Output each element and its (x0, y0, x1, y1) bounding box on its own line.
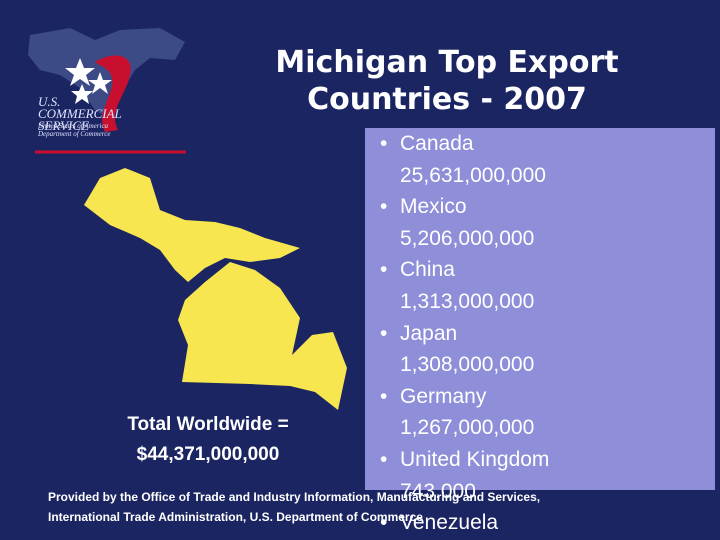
logo-star (65, 58, 95, 86)
source: International Trade Administration, U.S.… (48, 510, 423, 524)
logo-star (88, 72, 112, 94)
list-item: China 1,313,000,000 (380, 254, 720, 317)
total-value: $44,371,000,000 (136, 444, 280, 465)
total-label: Total Worldwide = (127, 414, 289, 435)
logo-subtitle: United States of America Department of C… (38, 122, 111, 138)
country-name: United Kingdom (400, 447, 550, 471)
logo-stripe (95, 55, 131, 132)
export-value: 743,000 (400, 479, 476, 503)
title: Countries - 2007 (307, 82, 587, 117)
export-value: 1,313,000,000 (400, 289, 535, 313)
export-value: 5,206,000,000 (400, 226, 535, 250)
list-item: Germany 1,267,000,000 (380, 381, 720, 444)
source: Provided by the Office of Trade and Indu… (48, 490, 541, 504)
list-item: Mexico 5,206,000,000 (380, 191, 720, 254)
logo-star (71, 84, 93, 104)
country-name: Japan (400, 321, 458, 345)
country-name: Mexico (400, 195, 467, 219)
list-item: Venezuela (380, 507, 720, 539)
title: Michigan Top Export (275, 45, 619, 80)
list-item: Japan 1,308,000,000 (380, 318, 720, 381)
export-value: 1,267,000,000 (400, 416, 535, 440)
export-value: 25,631,000,000 (400, 163, 546, 187)
country-list: Canada 25,631,000,000 Mexico 5,206,000,000 C… (380, 128, 720, 539)
country-name: China (400, 258, 455, 282)
list-item: United Kingdom 743,000 (380, 444, 720, 507)
country-name: Venezuela (400, 511, 499, 535)
logo-name: U.S. COMMERCIAL SERVICE (38, 94, 122, 133)
country-name: Germany (400, 384, 487, 408)
world-map (28, 28, 185, 120)
lower-peninsula (178, 262, 347, 410)
list-item: Canada 25,631,000,000 (380, 128, 720, 191)
export-value: 1,308,000,000 (400, 353, 535, 377)
country-name: Canada (400, 132, 474, 155)
upper-peninsula (84, 168, 300, 282)
